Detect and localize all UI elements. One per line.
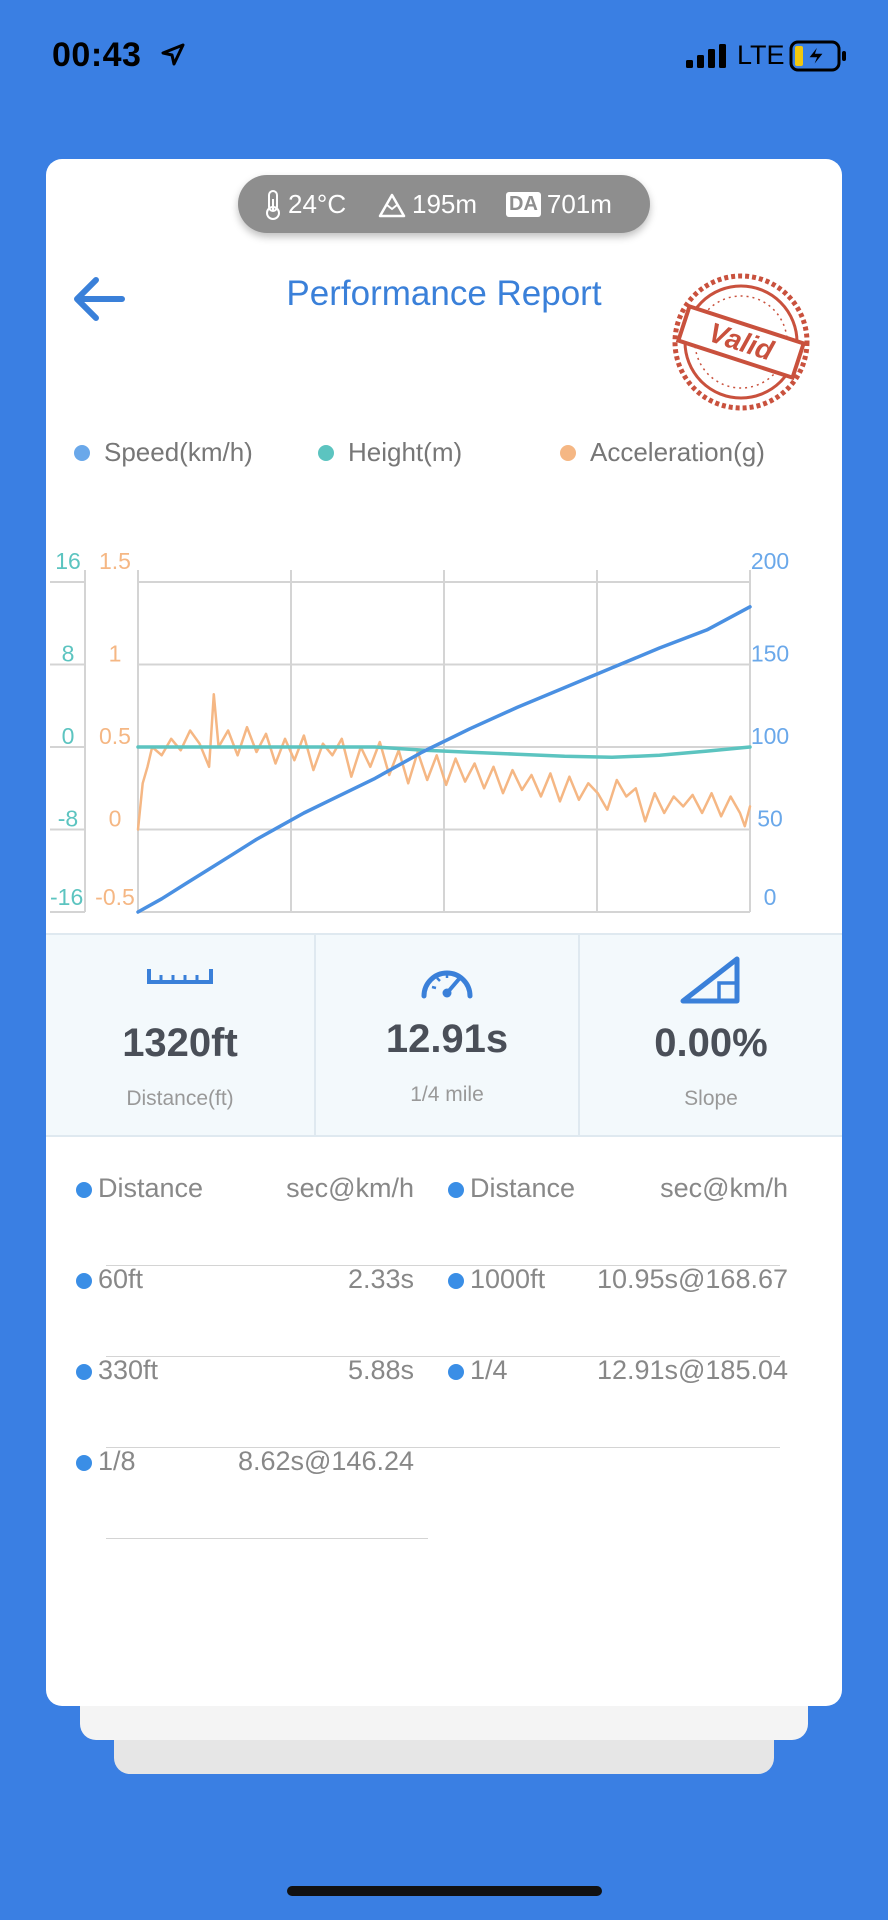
network-type: LTE: [737, 40, 785, 70]
ruler-icon: [147, 969, 213, 984]
speed-axis-tick-label: 100: [751, 723, 789, 749]
stat-slope: 0.00% Slope: [580, 935, 842, 1135]
split-distance: 1/4: [470, 1355, 508, 1385]
height-axis-tick-label: 8: [62, 641, 75, 667]
height-axis-tick-label: 0: [62, 723, 75, 749]
temperature-item: 24°C: [264, 189, 346, 220]
back-button[interactable]: [68, 269, 128, 329]
row-divider: [106, 1265, 780, 1266]
bullet-dot: [76, 1182, 92, 1198]
stat-time-label: 1/4 mile: [410, 1083, 484, 1106]
home-indicator[interactable]: [287, 1886, 602, 1896]
acceleration-axis-tick-label: -0.5: [95, 884, 135, 910]
legend-height-label: Height(m): [348, 437, 463, 467]
slope-icon: [680, 956, 740, 1004]
stat-time-value: 12.91s: [385, 1017, 509, 1061]
table-row: 60ft 2.33s: [76, 1250, 414, 1320]
table-row: 1/4 12.91s@185.04: [448, 1341, 788, 1411]
legend-speed: Speed(km/h): [74, 437, 253, 468]
speed-legend-dot: [74, 444, 90, 461]
speed-axis-tick-label: 0: [764, 884, 777, 910]
acceleration-axis-tick-label: 0: [109, 806, 122, 832]
stat-distance: 1320ft Distance(ft): [46, 935, 314, 1135]
report-card: 24°C 195m DA 701m Performance Report Val…: [46, 159, 842, 1706]
valid-stamp: Valid: [672, 273, 810, 411]
header-distance: Distance: [98, 1173, 204, 1203]
legend-acceleration-label: Acceleration(g): [590, 437, 765, 467]
arrow-left-icon: [74, 277, 125, 321]
bullet-dot: [448, 1273, 464, 1289]
speed-axis-tick-label: 200: [751, 548, 789, 574]
status-bar: 00:43 LTE: [0, 0, 888, 110]
stat-distance-label: Distance(ft): [126, 1087, 234, 1110]
acceleration-axis-tick-label: 1: [109, 641, 122, 667]
acceleration-legend-dot: [560, 444, 576, 461]
bullet-dot: [448, 1364, 464, 1380]
bullet-dot: [448, 1182, 464, 1198]
legend-height: Height(m): [318, 437, 462, 468]
split-time: 12.91s@185.04: [596, 1355, 788, 1385]
split-time: 5.88s: [347, 1355, 414, 1385]
header-time: sec@km/h: [286, 1173, 414, 1203]
density-altitude-item: DA 701m: [506, 189, 612, 220]
speed-axis-tick-label: 150: [751, 641, 789, 667]
acceleration-line: [136, 692, 752, 831]
speedometer-icon: [421, 970, 473, 999]
legend-acceleration: Acceleration(g): [560, 437, 765, 468]
acceleration-axis-tick-label: 0.5: [99, 723, 131, 749]
header-distance: Distance: [470, 1173, 576, 1203]
split-distance: 330ft: [98, 1355, 159, 1385]
speed-line: [136, 605, 752, 914]
height-axis-tick-label: -8: [58, 806, 78, 832]
header-time: sec@km/h: [660, 1173, 788, 1203]
split-time: 2.33s: [347, 1264, 414, 1294]
stats-panel: 1320ft Distance(ft) 12.91s 1/4 mile 0.00…: [46, 933, 842, 1137]
stat-divider: [314, 935, 316, 1135]
cellular-signal-icon: [686, 44, 726, 68]
da-badge: DA: [506, 192, 541, 217]
performance-chart: 16 8 0 -8 -16 1.5 1 0.5 0 -0.5 200 150 100 50 0: [50, 548, 789, 914]
row-divider: [106, 1356, 780, 1357]
row-divider: [106, 1538, 428, 1539]
table-row: 1000ft 10.95s@168.67: [448, 1250, 788, 1320]
mountain-icon: [378, 193, 406, 217]
height-axis-tick-label: -16: [50, 884, 83, 910]
row-divider: [106, 1447, 780, 1448]
split-time: 10.95s@168.67: [596, 1264, 788, 1294]
split-distance: 60ft: [98, 1264, 144, 1294]
altitude-value: 195m: [412, 189, 478, 219]
split-time: 8.62s@146.24: [237, 1446, 414, 1476]
thermometer-icon: [266, 189, 280, 220]
bullet-dot: [76, 1364, 92, 1380]
acceleration-axis-tick-label: 1.5: [99, 548, 131, 574]
height-axis-tick-label: 16: [55, 548, 81, 574]
location-arrow-icon: [161, 43, 185, 66]
table-row: 330ft 5.88s: [76, 1341, 414, 1411]
altitude-item: 195m: [378, 189, 477, 220]
bullet-dot: [76, 1455, 92, 1471]
stat-slope-value: 0.00%: [654, 1021, 768, 1065]
battery-charging-icon: [789, 40, 846, 72]
table-header-left: Distance sec@km/h: [76, 1159, 414, 1229]
stat-distance-value: 1320ft: [122, 1021, 238, 1065]
clock: 00:43: [52, 36, 142, 74]
table-header-right: Distance sec@km/h: [448, 1159, 788, 1229]
height-line: [136, 745, 752, 760]
table-row: 1/8 8.62s@146.24: [76, 1432, 414, 1502]
stat-slope-label: Slope: [684, 1087, 738, 1110]
temperature-value: 24°C: [288, 189, 347, 219]
density-altitude-value: 701m: [546, 189, 612, 219]
environment-pill: 24°C 195m DA 701m: [238, 175, 650, 233]
bullet-dot: [76, 1273, 92, 1289]
height-legend-dot: [318, 444, 334, 461]
page-title: Performance Report: [286, 274, 602, 313]
split-distance: 1000ft: [470, 1264, 546, 1294]
speed-axis-tick-label: 50: [757, 806, 783, 832]
stat-divider: [578, 935, 580, 1135]
legend-speed-label: Speed(km/h): [104, 437, 253, 467]
stat-time: 12.91s 1/4 mile: [316, 935, 578, 1135]
split-distance: 1/8: [98, 1446, 136, 1476]
